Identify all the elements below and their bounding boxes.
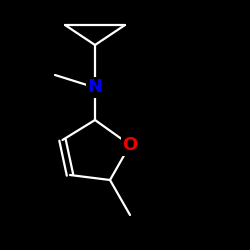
Text: O: O bbox=[122, 136, 138, 154]
Text: N: N bbox=[88, 78, 102, 96]
